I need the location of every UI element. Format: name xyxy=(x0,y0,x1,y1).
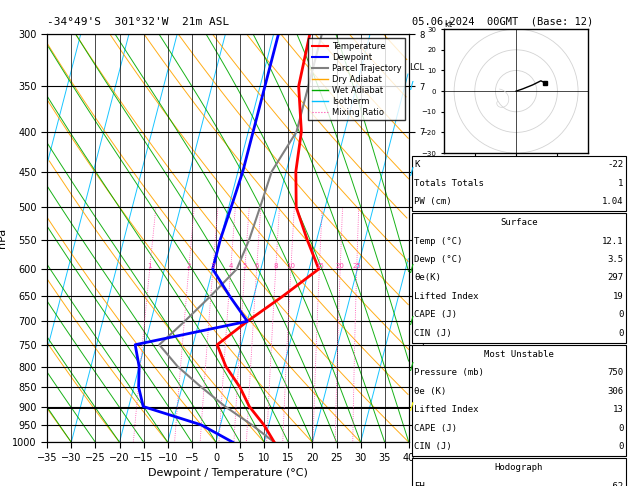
Text: Hodograph: Hodograph xyxy=(495,463,543,472)
Text: 0: 0 xyxy=(618,329,624,338)
Text: 10: 10 xyxy=(286,263,296,269)
Text: 1: 1 xyxy=(147,263,152,269)
Text: Temp (°C): Temp (°C) xyxy=(414,237,462,245)
Text: 750: 750 xyxy=(608,368,624,377)
Text: 0: 0 xyxy=(618,311,624,319)
Text: 2: 2 xyxy=(187,263,191,269)
Text: CAPE (J): CAPE (J) xyxy=(414,311,457,319)
Text: 3: 3 xyxy=(211,263,215,269)
Text: 1.04: 1.04 xyxy=(602,197,624,206)
Text: 1: 1 xyxy=(618,179,624,188)
Text: Lifted Index: Lifted Index xyxy=(414,405,479,414)
Text: 20: 20 xyxy=(336,263,345,269)
Text: CIN (J): CIN (J) xyxy=(414,442,452,451)
Text: 5: 5 xyxy=(243,263,247,269)
Text: 0: 0 xyxy=(618,442,624,451)
X-axis label: Dewpoint / Temperature (°C): Dewpoint / Temperature (°C) xyxy=(148,468,308,478)
Text: 13: 13 xyxy=(613,405,624,414)
Text: kt: kt xyxy=(444,20,452,29)
Text: 12.1: 12.1 xyxy=(602,237,624,245)
Text: CAPE (J): CAPE (J) xyxy=(414,424,457,433)
Text: CIN (J): CIN (J) xyxy=(414,329,452,338)
Text: /: / xyxy=(409,362,413,372)
Text: θe(K): θe(K) xyxy=(414,274,441,282)
Text: /: / xyxy=(409,316,413,326)
Text: PW (cm): PW (cm) xyxy=(414,197,452,206)
Legend: Temperature, Dewpoint, Parcel Trajectory, Dry Adiabat, Wet Adiabat, Isotherm, Mi: Temperature, Dewpoint, Parcel Trajectory… xyxy=(308,38,404,121)
Text: 19: 19 xyxy=(613,292,624,301)
Text: θe (K): θe (K) xyxy=(414,387,447,396)
Text: 25: 25 xyxy=(352,263,361,269)
Text: 8: 8 xyxy=(274,263,278,269)
Text: /: / xyxy=(409,401,413,412)
Text: 3.5: 3.5 xyxy=(608,255,624,264)
Text: 0: 0 xyxy=(618,424,624,433)
Text: Most Unstable: Most Unstable xyxy=(484,350,554,359)
Text: /: / xyxy=(409,264,413,274)
Text: EH: EH xyxy=(414,482,425,486)
Text: Totals Totals: Totals Totals xyxy=(414,179,484,188)
Y-axis label: hPa: hPa xyxy=(0,228,7,248)
Text: Lifted Index: Lifted Index xyxy=(414,292,479,301)
Text: Pressure (mb): Pressure (mb) xyxy=(414,368,484,377)
Text: /: / xyxy=(409,81,413,91)
Text: 15: 15 xyxy=(315,263,324,269)
Text: 6: 6 xyxy=(254,263,259,269)
Text: -34°49'S  301°32'W  21m ASL: -34°49'S 301°32'W 21m ASL xyxy=(47,17,230,27)
Text: LCL: LCL xyxy=(409,63,425,72)
Text: K: K xyxy=(414,160,420,169)
Text: -62: -62 xyxy=(608,482,624,486)
Text: 306: 306 xyxy=(608,387,624,396)
Text: Surface: Surface xyxy=(500,218,538,227)
Text: /: / xyxy=(409,167,413,176)
Text: 297: 297 xyxy=(608,274,624,282)
Text: 05.06.2024  00GMT  (Base: 12): 05.06.2024 00GMT (Base: 12) xyxy=(412,17,593,27)
Text: -22: -22 xyxy=(608,160,624,169)
Text: 4: 4 xyxy=(228,263,233,269)
Text: Dewp (°C): Dewp (°C) xyxy=(414,255,462,264)
